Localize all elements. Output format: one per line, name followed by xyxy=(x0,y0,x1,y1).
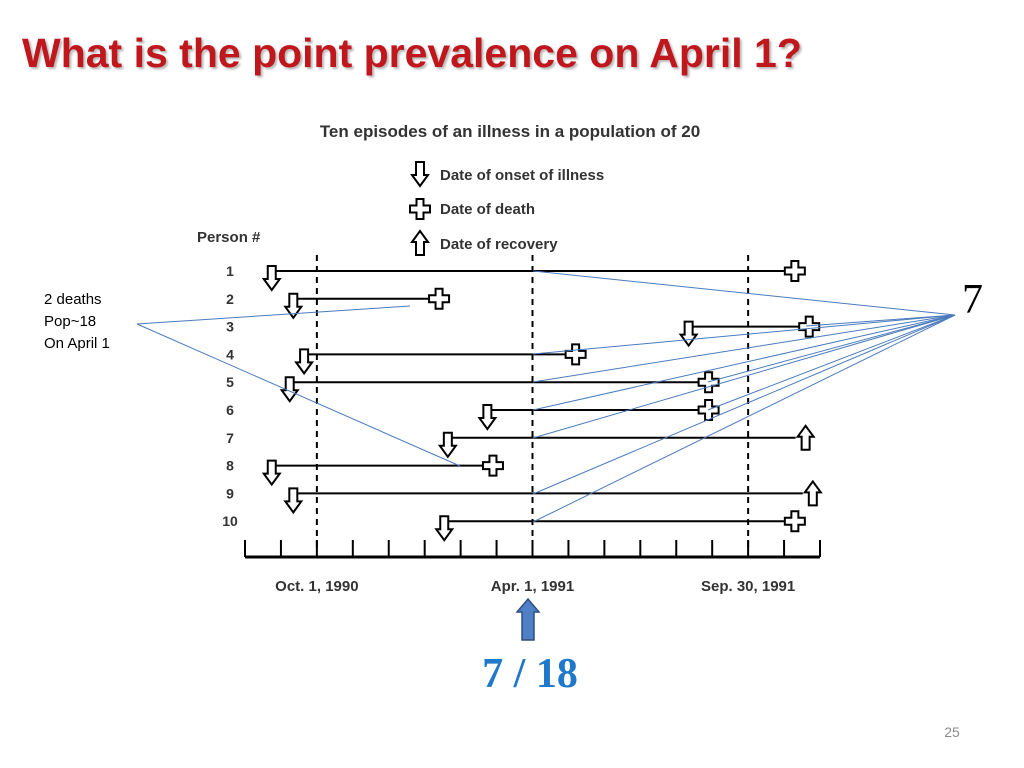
legend-death-icon xyxy=(409,198,431,220)
note-line: Pop~18 xyxy=(44,313,97,330)
death-cross xyxy=(564,343,587,366)
count-pointer-line xyxy=(532,314,956,411)
onset-arrow xyxy=(294,348,315,376)
axis-date-label: Oct. 1, 1990 xyxy=(275,578,358,595)
person-number: 10 xyxy=(222,513,238,529)
slide-title: What is the point prevalence on April 1? xyxy=(22,30,802,76)
person-number: 6 xyxy=(226,402,234,418)
deaths-pointer-line xyxy=(136,323,461,467)
row-header: Person # xyxy=(197,229,261,246)
person-number: 7 xyxy=(226,430,234,446)
person-number: 8 xyxy=(226,458,234,474)
april-first-pointer-icon xyxy=(515,597,541,641)
legend-label: Date of death xyxy=(440,201,535,218)
onset-arrow xyxy=(477,404,498,431)
person-number: 1 xyxy=(226,263,234,279)
onset-arrow xyxy=(434,515,455,542)
legend-recovery-icon xyxy=(410,229,430,256)
death-cross xyxy=(783,260,806,282)
death-cross xyxy=(481,454,504,477)
death-cross xyxy=(798,315,821,338)
recovery-arrow xyxy=(802,479,823,507)
onset-arrow xyxy=(261,459,282,487)
axis-date-label: Sep. 30, 1991 xyxy=(701,578,795,595)
onset-arrow xyxy=(283,292,304,320)
recovery-arrow xyxy=(795,424,816,451)
legend-label: Date of onset of illness xyxy=(440,167,604,184)
count-pointer-line xyxy=(805,314,956,327)
person-number: 3 xyxy=(226,319,234,335)
person-number: 5 xyxy=(226,374,234,390)
count-pointer-line xyxy=(532,314,956,495)
deaths-pointer-line xyxy=(136,305,411,325)
note-line: 2 deaths xyxy=(44,291,102,308)
count-pointer-line xyxy=(532,314,956,355)
deaths-note: 2 deaths Pop~18 On April 1 xyxy=(44,289,110,355)
case-count: 7 xyxy=(962,277,983,323)
person-number: 2 xyxy=(226,291,234,307)
onset-arrow xyxy=(283,487,304,515)
death-cross xyxy=(428,287,451,310)
count-pointer-line xyxy=(532,314,956,383)
prevalence-result: 7 / 18 xyxy=(482,651,578,697)
person-number: 4 xyxy=(226,346,234,362)
onset-arrow xyxy=(261,265,282,292)
note-line: On April 1 xyxy=(44,335,110,352)
count-pointer-line xyxy=(532,314,956,439)
onset-arrow xyxy=(279,376,300,403)
onset-arrow xyxy=(678,320,699,348)
slide-number: 25 xyxy=(944,724,960,740)
count-pointer-line xyxy=(707,314,956,411)
count-pointer-line xyxy=(532,314,956,523)
axis-date-label: Apr. 1, 1991 xyxy=(491,578,574,595)
person-number: 9 xyxy=(226,485,234,501)
onset-arrow xyxy=(437,431,458,459)
diagram-caption: Ten episodes of an illness in a populati… xyxy=(320,122,700,141)
legend-onset-icon xyxy=(410,161,430,188)
count-pointer-line xyxy=(707,314,956,383)
legend-label: Date of recovery xyxy=(440,236,558,253)
death-cross xyxy=(783,510,806,533)
count-pointer-line xyxy=(532,270,956,316)
